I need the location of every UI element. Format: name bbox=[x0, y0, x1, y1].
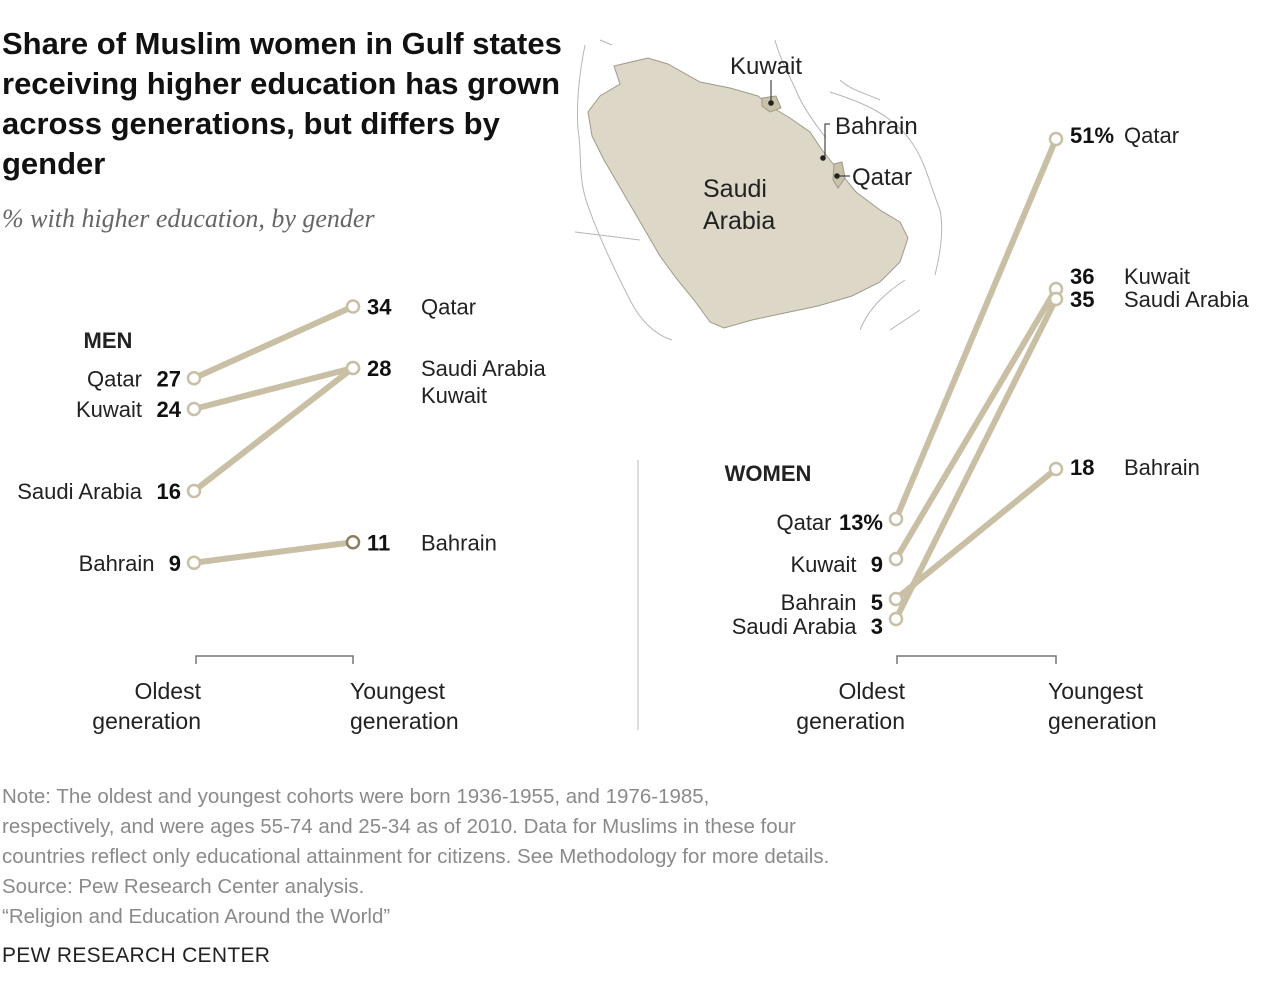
men-saudi-arabia-slope-line bbox=[191, 365, 356, 494]
men-kuwait-oldest-value-label: 24 bbox=[157, 397, 182, 422]
men-qatar-youngest-name-label: Qatar bbox=[421, 295, 476, 320]
women-qatar-youngest-point bbox=[1048, 131, 1064, 147]
men-saudi-arabia-oldest-value-label: 16 bbox=[157, 479, 181, 504]
men-panel-title: MEN bbox=[84, 328, 133, 353]
men-bahrain-youngest-point bbox=[345, 535, 361, 550]
women-saudi-arabia-oldest-value-label: 3 bbox=[871, 614, 883, 639]
map-label-bahrain: Bahrain bbox=[835, 113, 918, 140]
women-axis-oldest-line1: Oldest bbox=[839, 678, 906, 704]
men-qatar-oldest-point bbox=[186, 371, 202, 386]
men-slope-marks: 27 Qatar 34 Qatar 24 Kuwait 16 Saudi Arabia 28 Sa… bbox=[17, 295, 546, 576]
women-kuwait-youngest-name-label: Kuwait bbox=[1124, 264, 1190, 289]
women-panel-title: WOMEN bbox=[725, 461, 812, 486]
women-qatar-oldest-name-label: Qatar bbox=[776, 510, 831, 535]
men-saudi-arabia-youngest-point bbox=[345, 360, 361, 376]
map-background-borders bbox=[574, 39, 943, 341]
map-label-saudi-line1: Saudi bbox=[703, 175, 767, 203]
women-qatar-youngest-name-label: Qatar bbox=[1124, 123, 1179, 148]
women-bahrain-youngest-name-label: Bahrain bbox=[1124, 455, 1200, 480]
women-qatar-oldest-point bbox=[888, 511, 904, 527]
women-qatar-youngest-value-label: 51% bbox=[1070, 123, 1114, 148]
men-bahrain-youngest-name-label: Bahrain bbox=[421, 530, 497, 555]
men-axis-oldest-line2: generation bbox=[92, 708, 201, 734]
bahrain-leader-line bbox=[824, 123, 830, 156]
brand-logo-text: PEW RESEARCH CENTER bbox=[2, 944, 271, 967]
women-saudi-arabia-youngest-name-label: Saudi Arabia bbox=[1124, 287, 1250, 312]
note-line-3: countries reflect only educational attai… bbox=[2, 845, 830, 868]
women-kuwait-oldest-point bbox=[888, 551, 904, 567]
map-label-kuwait: Kuwait bbox=[730, 53, 802, 80]
women-bahrain-youngest-value-label: 18 bbox=[1070, 455, 1094, 480]
women-bahrain-youngest-point bbox=[1048, 461, 1064, 477]
kuwait-marker-dot bbox=[768, 100, 774, 106]
women-saudi-arabia-youngest-point bbox=[1048, 291, 1064, 307]
men-qatar-slope-line bbox=[191, 303, 356, 382]
source-line: Source: Pew Research Center analysis. bbox=[2, 875, 365, 898]
men-qatar-youngest-point bbox=[345, 299, 361, 314]
men-axis-youngest-line1: Youngest bbox=[350, 678, 446, 704]
men-kuwait-oldest-point bbox=[186, 401, 202, 417]
slope-chart-canvas: Kuwait Bahrain Qatar Saudi Arabia MEN WO… bbox=[17, 39, 1250, 734]
women-saudi-arabia-youngest-value-label: 35 bbox=[1070, 287, 1094, 312]
men-generation-axis bbox=[195, 655, 354, 664]
women-saudi-arabia-slope-line bbox=[893, 296, 1059, 622]
bahrain-marker-dot bbox=[820, 155, 826, 161]
footer-notes: Note: The oldest and youngest cohorts we… bbox=[2, 782, 962, 932]
women-slope-marks: 13% Qatar 51% Qatar 9 Kuwait 36 Kuwait 5 Bahrain 1… bbox=[732, 123, 1250, 639]
women-qatar-slope-line bbox=[893, 136, 1059, 522]
men-bahrain-oldest-point bbox=[186, 555, 202, 570]
map-label-qatar: Qatar bbox=[852, 164, 912, 191]
men-kuwait-slope-line bbox=[191, 365, 356, 412]
women-axis-youngest-line1: Youngest bbox=[1048, 678, 1144, 704]
men-qatar-youngest-value-label: 34 bbox=[367, 295, 392, 320]
women-axis-oldest-line2: generation bbox=[796, 708, 905, 734]
men-saudi-arabia-youngest-name-label-1: Kuwait bbox=[421, 383, 487, 408]
women-saudi-arabia-oldest-point bbox=[888, 611, 904, 627]
men-bahrain-oldest-name-label: Bahrain bbox=[79, 551, 155, 576]
map-label-saudi-line2: Arabia bbox=[703, 207, 775, 235]
qatar-marker-dot bbox=[834, 173, 840, 179]
women-saudi-arabia-oldest-name-label: Saudi Arabia bbox=[732, 614, 858, 639]
men-saudi-arabia-youngest-name-label: Saudi Arabia bbox=[421, 356, 547, 381]
women-generation-axis bbox=[896, 655, 1057, 664]
chart-title: Share of Muslim women in Gulf states rec… bbox=[2, 26, 562, 181]
men-kuwait-oldest-name-label: Kuwait bbox=[76, 397, 142, 422]
men-bahrain-slope-line bbox=[191, 539, 356, 566]
men-qatar-oldest-value-label: 27 bbox=[157, 366, 181, 391]
women-bahrain-oldest-point bbox=[888, 591, 904, 607]
men-bahrain-youngest-value-label: 11 bbox=[367, 530, 390, 555]
note-line-1: Note: The oldest and youngest cohorts we… bbox=[2, 785, 710, 808]
women-bahrain-slope-line bbox=[893, 466, 1059, 602]
note-line-2: respectively, and were ages 55-74 and 25… bbox=[2, 815, 796, 838]
men-saudi-arabia-youngest-value-label: 28 bbox=[367, 356, 391, 381]
women-bahrain-oldest-name-label: Bahrain bbox=[781, 590, 857, 615]
women-kuwait-oldest-name-label: Kuwait bbox=[790, 552, 856, 577]
chart-subtitle: % with higher education, by gender bbox=[2, 204, 375, 233]
men-saudi-arabia-oldest-point bbox=[186, 483, 202, 499]
women-kuwait-slope-line bbox=[893, 286, 1059, 562]
men-axis-youngest-line2: generation bbox=[350, 708, 459, 734]
men-qatar-oldest-name-label: Qatar bbox=[87, 366, 142, 391]
report-title: “Religion and Education Around the World… bbox=[2, 905, 391, 928]
women-kuwait-oldest-value-label: 9 bbox=[871, 552, 883, 577]
men-saudi-arabia-oldest-name-label: Saudi Arabia bbox=[17, 479, 143, 504]
women-bahrain-oldest-value-label: 5 bbox=[871, 590, 883, 615]
gulf-map: Kuwait Bahrain Qatar Saudi Arabia bbox=[574, 39, 943, 341]
women-kuwait-youngest-value-label: 36 bbox=[1070, 264, 1094, 289]
men-bahrain-oldest-value-label: 9 bbox=[169, 551, 181, 576]
women-qatar-oldest-value-label: 13% bbox=[839, 510, 883, 535]
men-axis-oldest-line1: Oldest bbox=[135, 678, 202, 704]
women-axis-youngest-line2: generation bbox=[1048, 708, 1157, 734]
